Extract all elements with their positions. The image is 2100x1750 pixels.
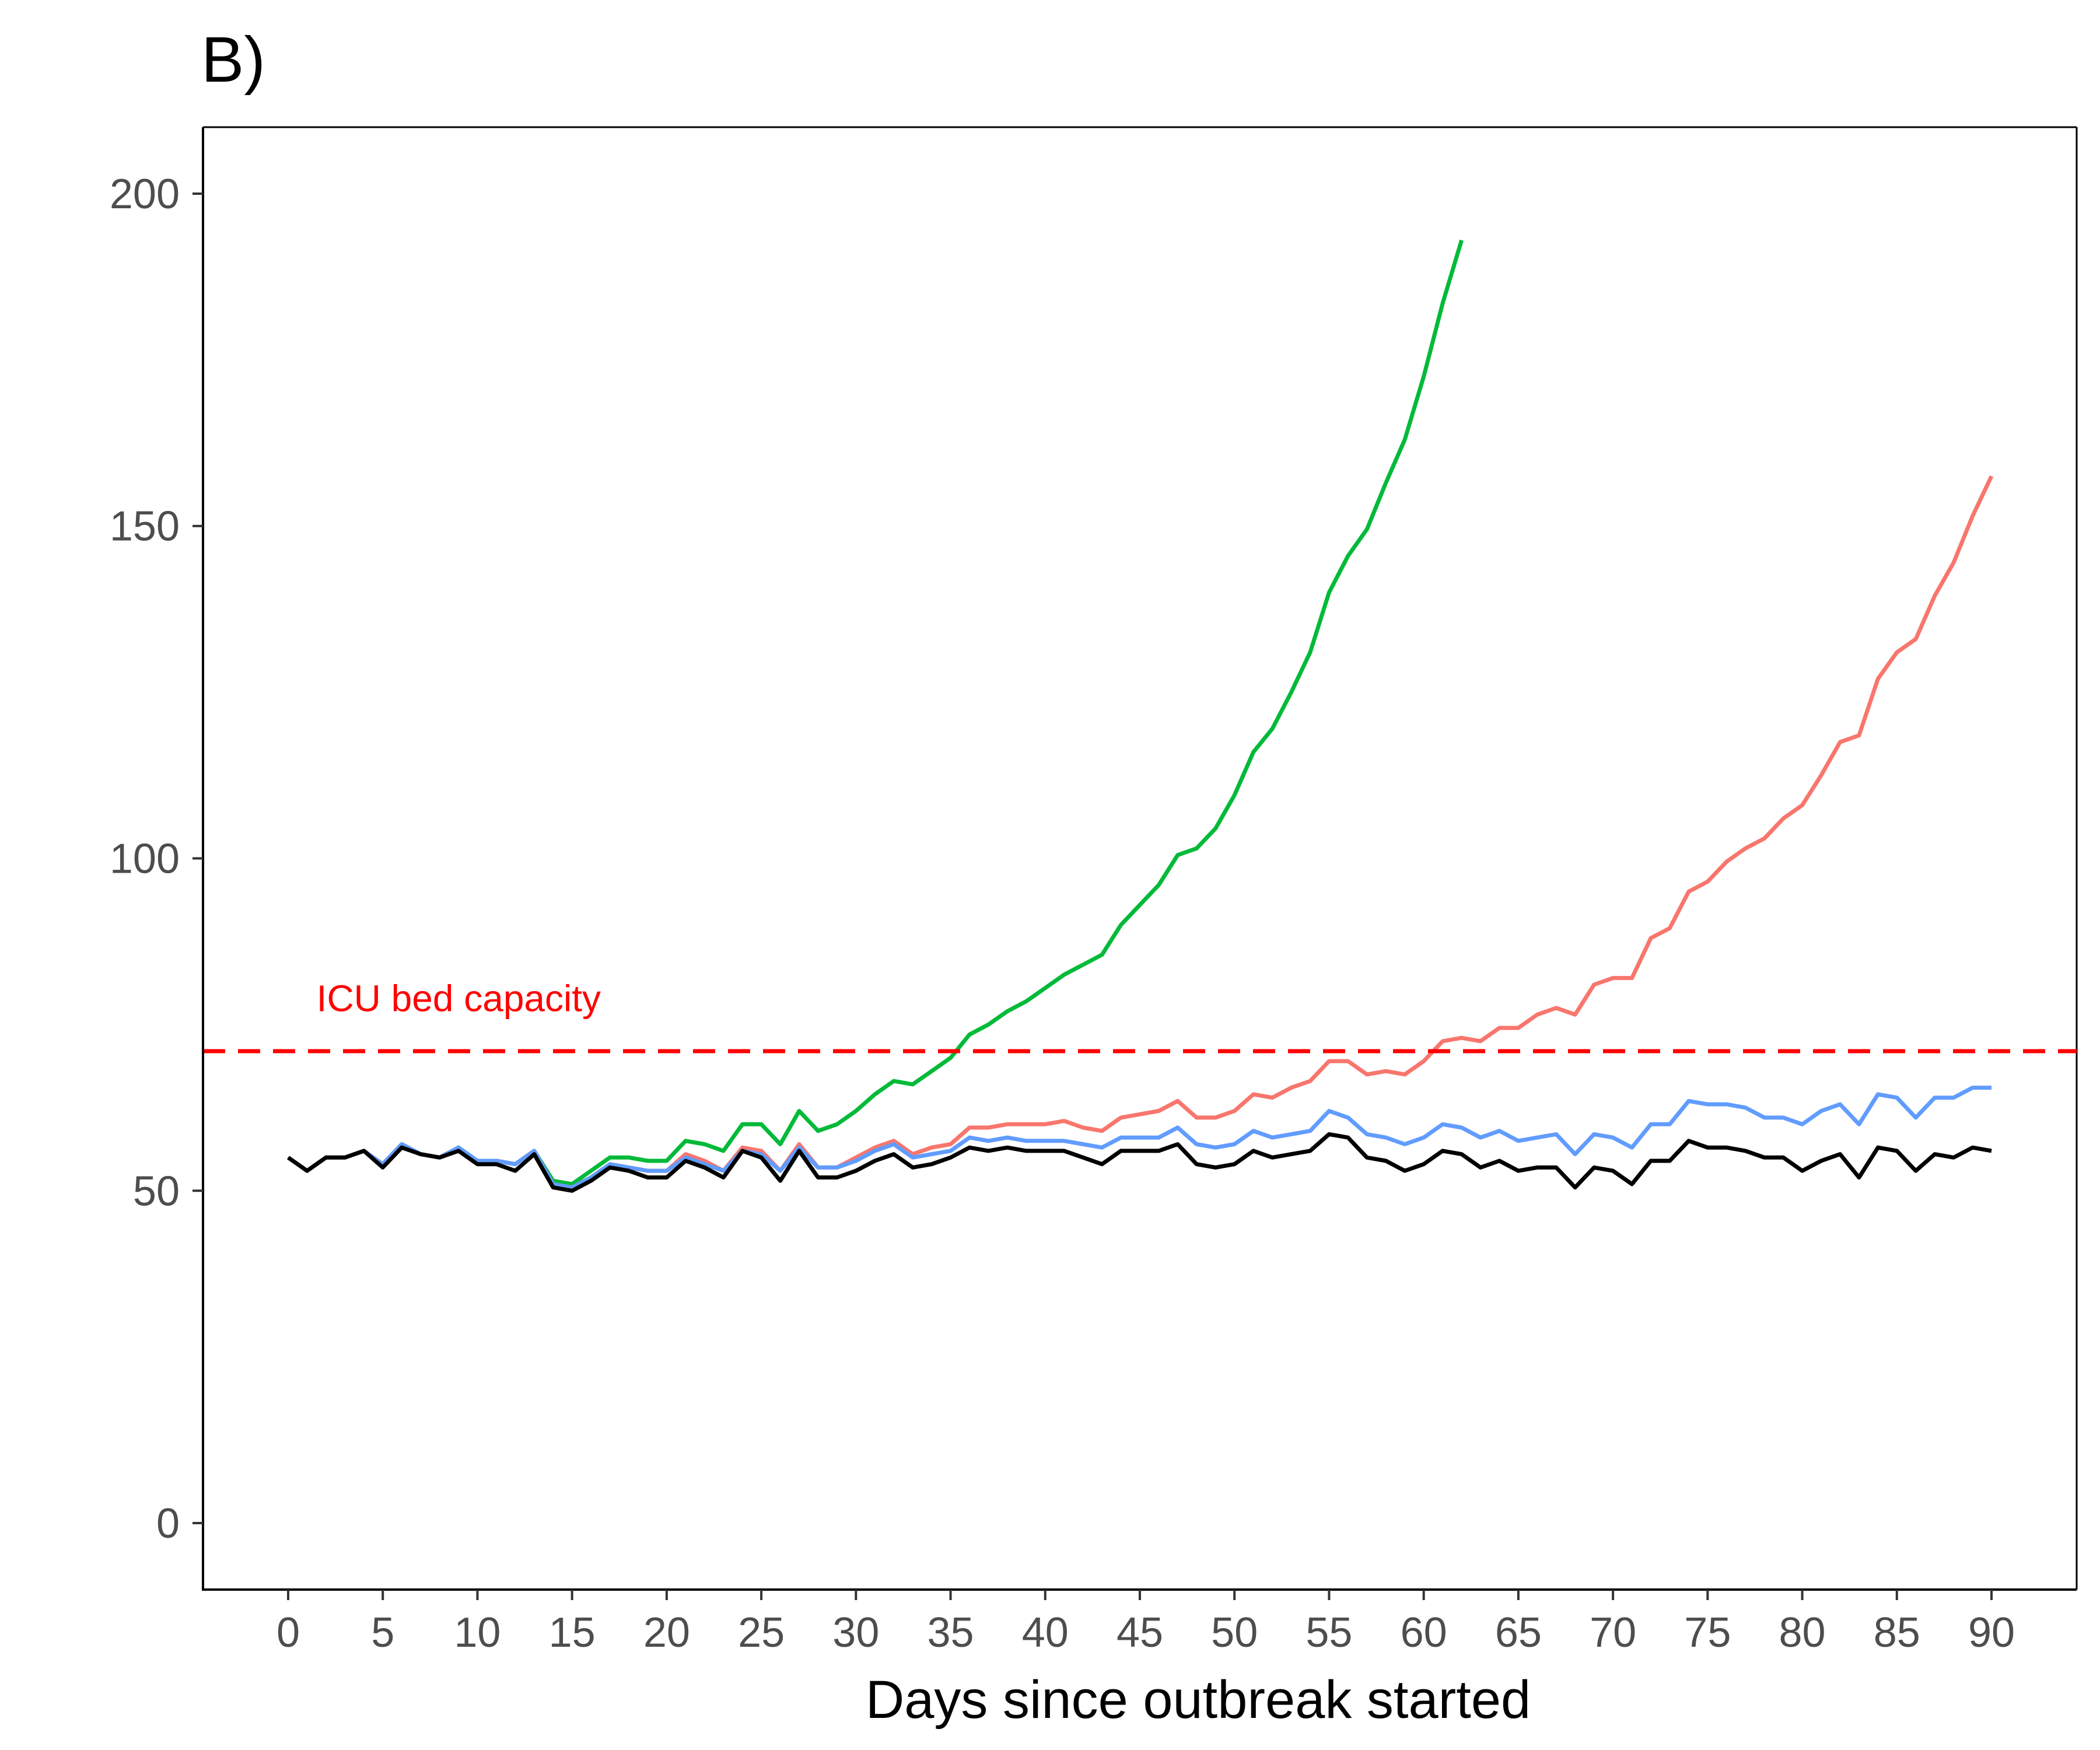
x-tick-label: 40: [1022, 1609, 1069, 1656]
x-tick-label: 20: [643, 1609, 690, 1656]
x-tick-label: 70: [1590, 1609, 1636, 1656]
x-tick-label: 90: [1968, 1609, 2015, 1656]
x-tick-label: 10: [454, 1609, 501, 1656]
y-tick-label: 0: [156, 1500, 180, 1547]
y-tick-label: 50: [133, 1168, 180, 1214]
x-tick-label: 30: [832, 1609, 879, 1656]
y-tick-label: 200: [110, 171, 180, 218]
series-line-4: [286, 1132, 1992, 1193]
x-tick-label: 0: [276, 1609, 300, 1656]
panel-label: B): [201, 24, 265, 96]
series-line-3: [286, 1086, 1992, 1190]
y-tick-label: 150: [110, 503, 180, 550]
x-tick-label: 60: [1401, 1609, 1447, 1656]
x-tick-label: 75: [1684, 1609, 1731, 1656]
x-tick-label: 5: [371, 1609, 394, 1656]
icu-capacity-label: ICU bed capacity: [317, 978, 601, 1020]
y-axis-ticks: 0 50 100 150 200: [110, 171, 203, 1547]
series-lines: ICU bed capacity: [203, 239, 2077, 1193]
x-tick-label: 35: [928, 1609, 974, 1656]
x-tick-label: 85: [1874, 1609, 1920, 1656]
x-axis-ticks: 0 5 10 15 20 25 30 35 40 45 50 55 60 65 70 75 80 85 90: [276, 1590, 2015, 1656]
x-tick-label: 45: [1116, 1609, 1163, 1656]
y-tick-label: 100: [110, 836, 180, 883]
x-axis-title: Days since outbreak started: [866, 1670, 1531, 1730]
x-tick-label: 65: [1495, 1609, 1542, 1656]
x-tick-label: 55: [1306, 1609, 1352, 1656]
x-tick-label: 50: [1211, 1609, 1258, 1656]
x-tick-label: 15: [549, 1609, 596, 1656]
x-tick-label: 25: [738, 1609, 785, 1656]
plot-area: [203, 126, 2078, 1590]
x-tick-label: 80: [1779, 1609, 1826, 1656]
